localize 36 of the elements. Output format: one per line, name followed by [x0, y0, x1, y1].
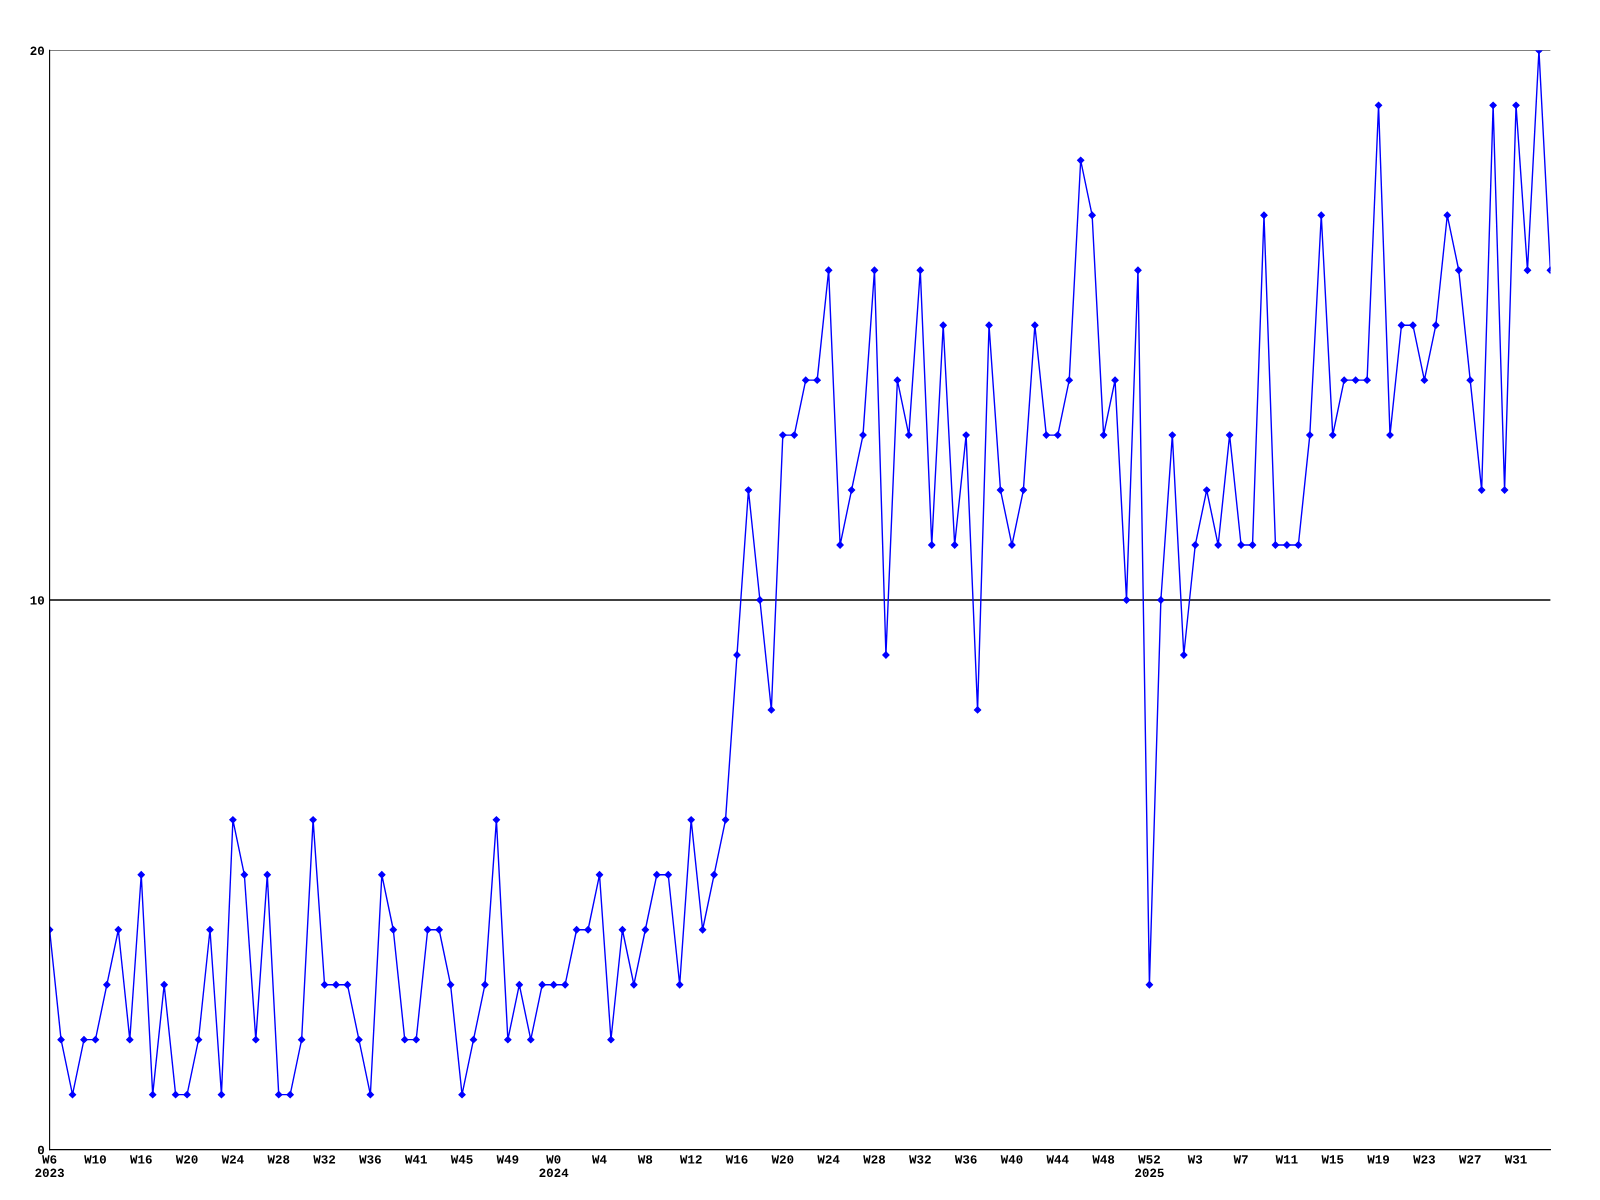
x-tick-label: W19 — [1367, 1155, 1390, 1164]
x-tick-label: W32 — [909, 1155, 931, 1164]
x-tick-label: W41 — [404, 1155, 427, 1164]
x-tick-label: W27 — [1458, 1155, 1481, 1164]
y-tick-label: 0 — [37, 1145, 45, 1155]
x-tick-label: W45 — [450, 1155, 473, 1164]
y-tick-label: 20 — [30, 46, 45, 56]
x-tick-label: W8 — [637, 1155, 653, 1164]
x-tick-label: W32 — [313, 1155, 336, 1164]
x-tick-label: W28 — [267, 1155, 290, 1164]
x-tick-label: W20 — [175, 1155, 198, 1164]
x-tick-label: W49 — [496, 1155, 519, 1164]
x-tick-label: W3 — [1187, 1155, 1203, 1164]
x-tick-label: W16 — [725, 1155, 748, 1164]
x-tick-label: W52 2025 — [1135, 1155, 1164, 1178]
x-tick-label: W23 — [1413, 1155, 1435, 1164]
x-tick-label: W24 — [817, 1155, 840, 1164]
x-tick-label: W6 2023 — [35, 1155, 64, 1178]
x-tick-label: W4 — [592, 1155, 607, 1164]
x-tick-label: W36 — [954, 1155, 977, 1164]
x-tick-label: W11 — [1275, 1155, 1298, 1164]
x-tick-label: W20 — [771, 1155, 794, 1164]
x-tick-label: W7 — [1233, 1155, 1248, 1164]
x-tick-label: W40 — [1000, 1155, 1023, 1164]
x-tick-label: W48 — [1092, 1155, 1115, 1164]
x-tick-label: W36 — [359, 1155, 381, 1164]
x-tick-label: W16 — [130, 1155, 152, 1164]
x-tick-label: W24 — [221, 1155, 244, 1164]
x-tick-label: W15 — [1321, 1155, 1344, 1164]
x-tick-label: W0 2024 — [539, 1155, 569, 1178]
x-tick-label: W28 — [863, 1155, 886, 1164]
x-tick-label: W44 — [1046, 1155, 1069, 1164]
x-tick-label: W10 — [84, 1155, 106, 1164]
x-tick-label: W12 — [679, 1155, 702, 1164]
x-tick-label: W31 — [1504, 1155, 1527, 1164]
y-tick-label: 10 — [30, 596, 45, 605]
